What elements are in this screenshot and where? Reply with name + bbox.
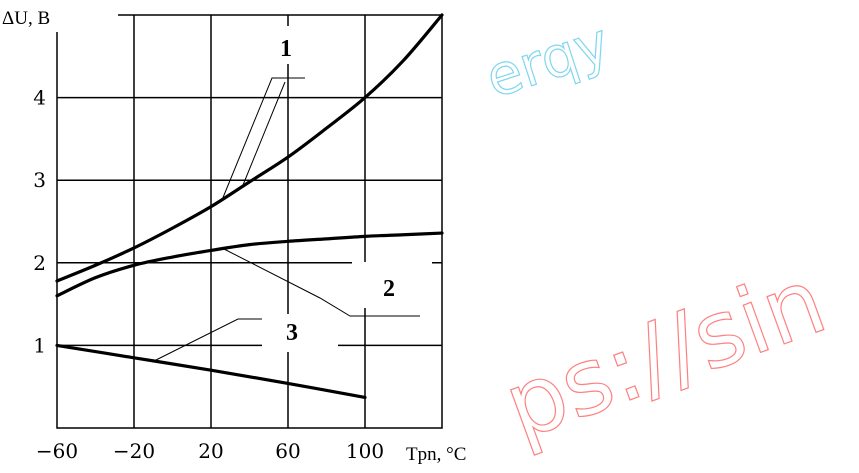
x-tick-label: −60 — [36, 439, 78, 463]
leader-line-1 — [221, 77, 305, 201]
label-2-backdrop — [352, 262, 432, 308]
x-tick-label: 20 — [198, 439, 223, 463]
grid — [0, 4, 460, 466]
y-axis-label: ΔU, В — [2, 8, 50, 29]
curve-leader-lines — [151, 77, 420, 363]
series-1-label: 1 — [280, 36, 292, 62]
label-1-backdrop — [258, 26, 304, 64]
leader-line-3 — [151, 318, 262, 363]
series-2-label: 2 — [383, 276, 395, 302]
x-label-backdrop — [400, 436, 460, 466]
watermark-text-bottom: ps://sin — [491, 247, 839, 461]
curves — [55, 13, 444, 400]
y-tick-label: 2 — [33, 251, 46, 275]
leader-line-1 — [242, 81, 286, 186]
series-3-label: 3 — [286, 320, 298, 346]
y-tick-label: 4 — [33, 86, 46, 110]
x-tick-label: −20 — [113, 439, 155, 463]
x-axis-label: Tpn, °C — [406, 444, 466, 465]
leader-line-2 — [221, 247, 420, 317]
y-tick-label: 1 — [33, 333, 46, 357]
labels: ΔU, В Tpn, °C 1 2 3 — [2, 8, 466, 465]
plot-frame — [56, 14, 443, 429]
watermark: erqy ps://sin — [478, 10, 840, 461]
y-tick-label: 3 — [33, 168, 46, 192]
watermark-text-top: erqy — [478, 11, 617, 112]
x-tick-label: 60 — [275, 439, 300, 463]
series-3-line — [55, 343, 367, 400]
label-3-backdrop — [262, 314, 338, 352]
series-1-line — [55, 13, 444, 283]
y-label-backdrop — [0, 4, 118, 32]
x-tick-label: 100 — [346, 439, 384, 463]
series-2-line — [55, 231, 444, 298]
tick-labels: −60 −20 20 60 100 1 2 3 4 — [33, 86, 384, 463]
